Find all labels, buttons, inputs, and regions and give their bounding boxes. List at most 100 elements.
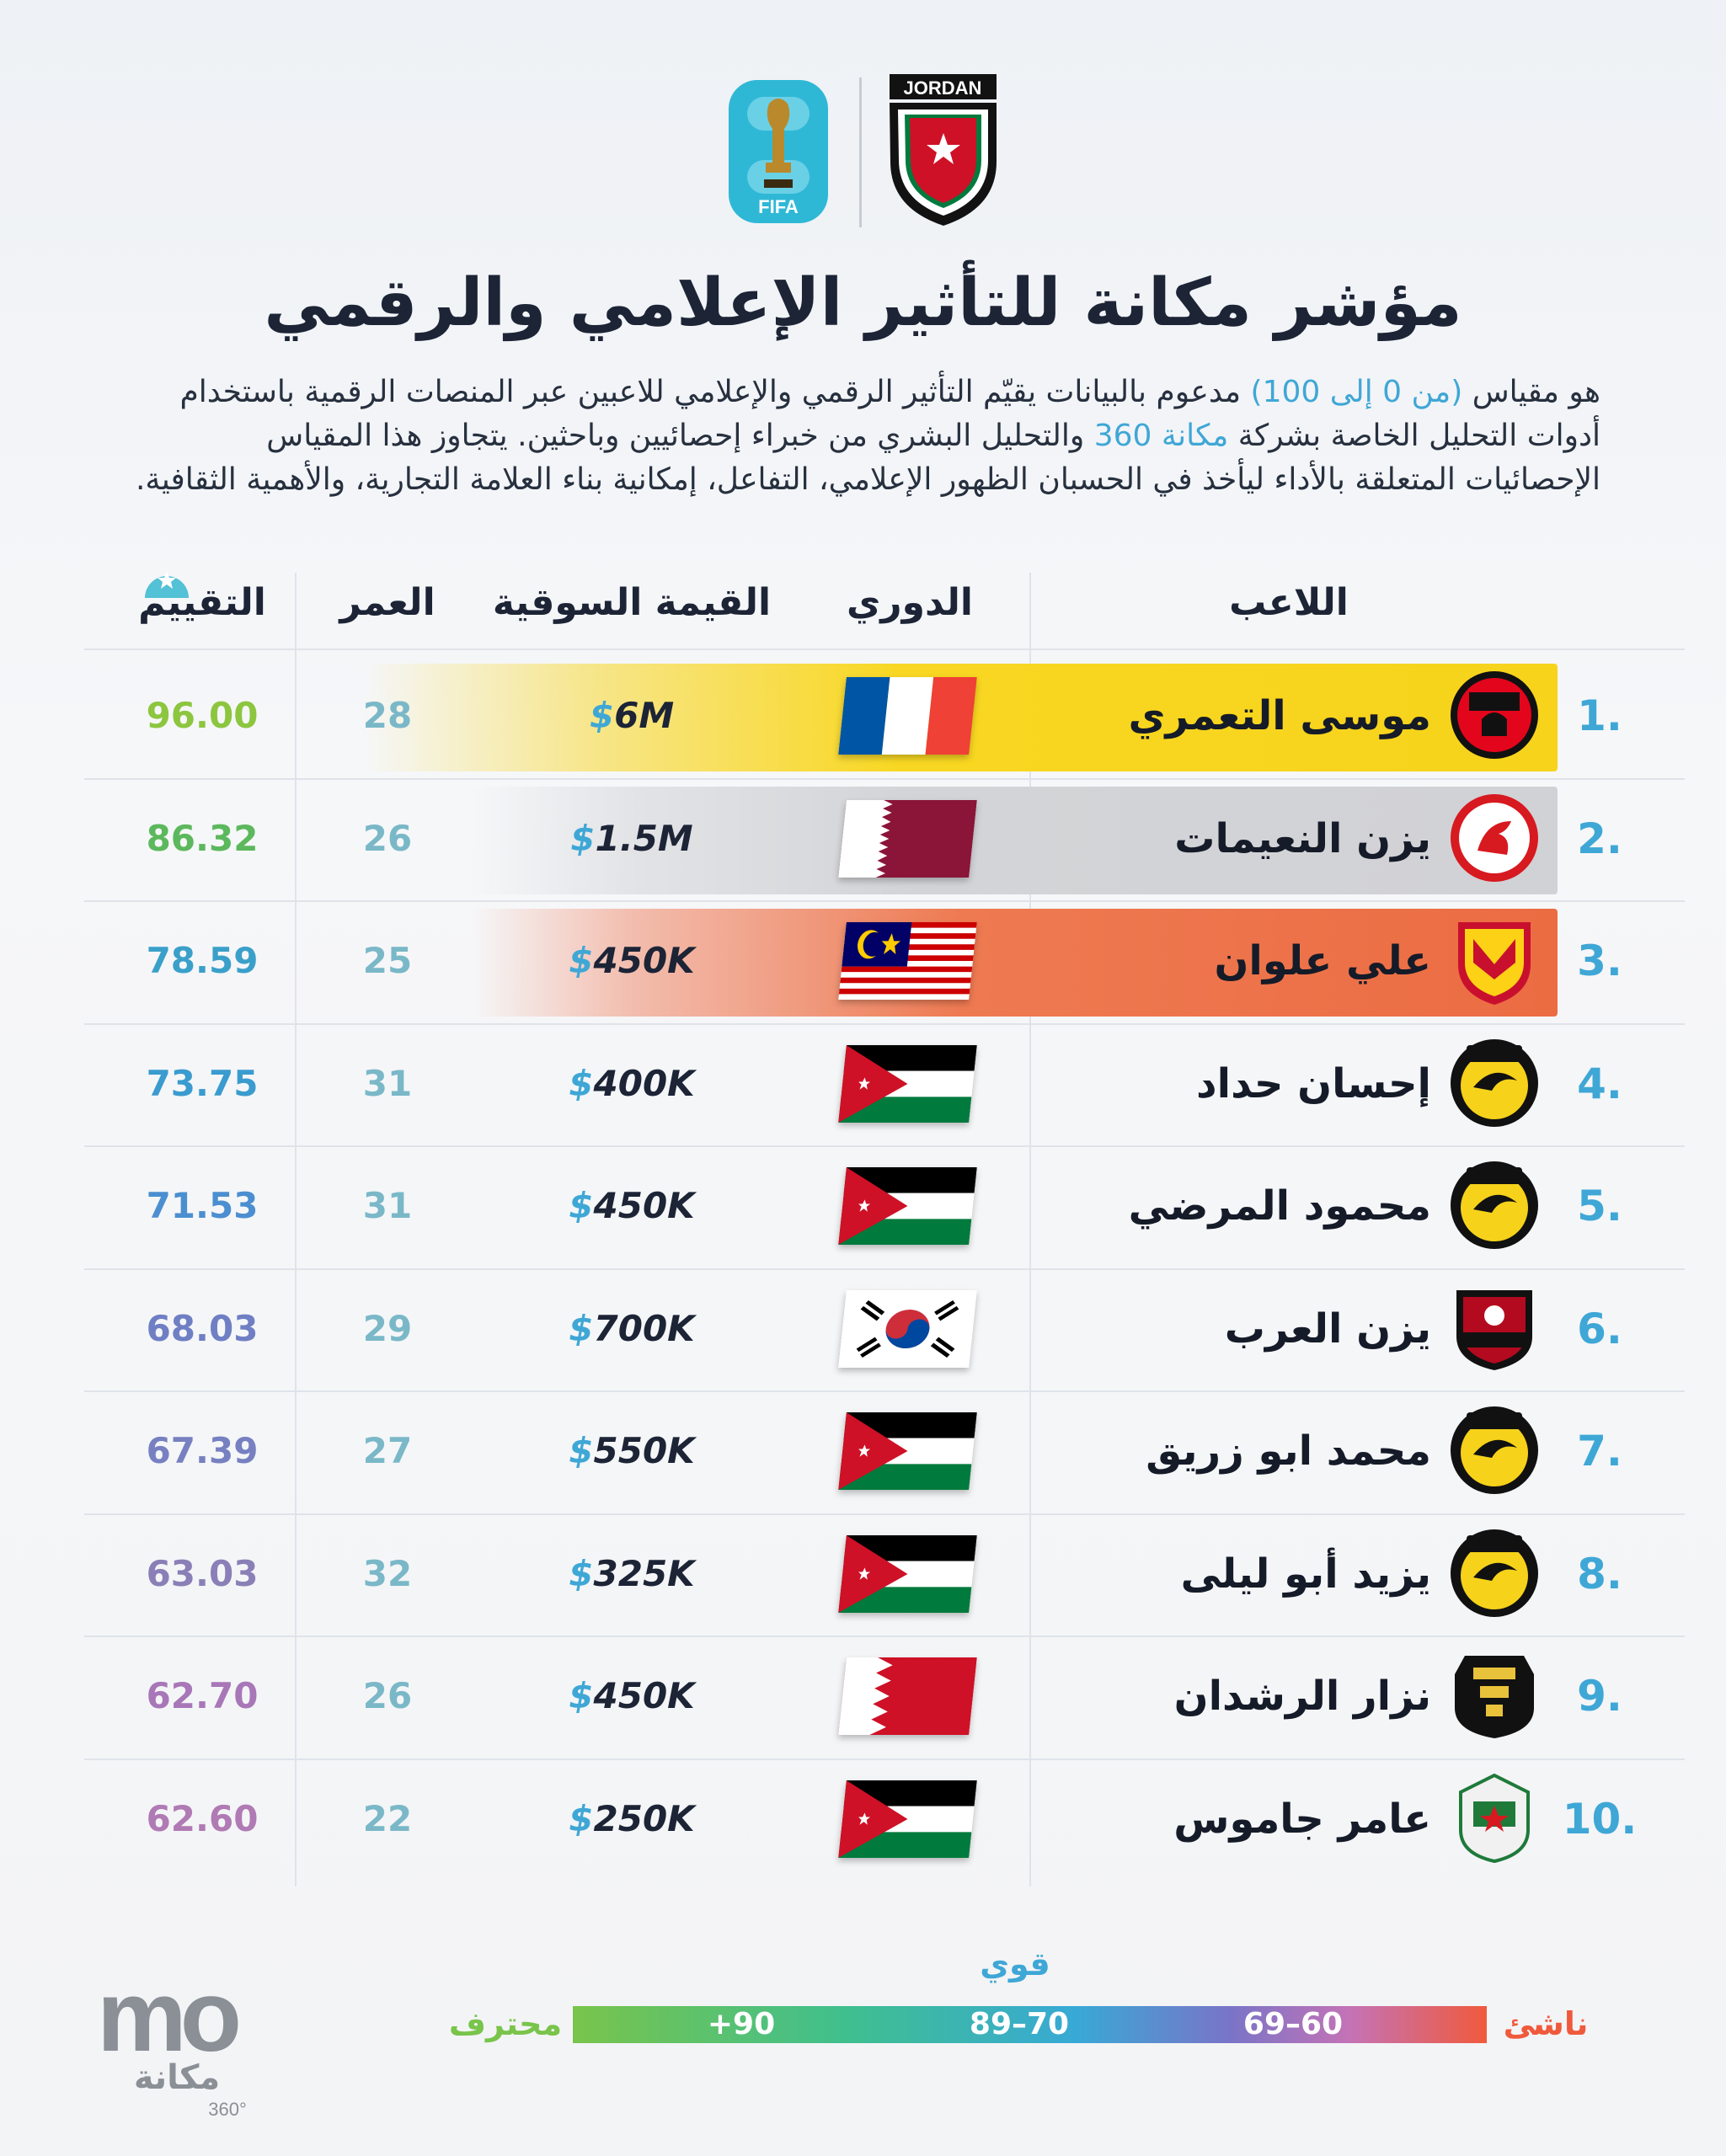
market-value: $6M <box>505 657 758 775</box>
crest-text: JORDAN <box>904 77 982 99</box>
ball-badge-icon <box>145 571 189 598</box>
rank-number: 6. <box>1577 1304 1622 1353</box>
scale-label-strong: قوي <box>980 1945 1050 1983</box>
player-rating: 78.59 <box>146 940 259 981</box>
table-row: 7. محمد ابو زريق $550K 27 67.39 <box>0 1392 1726 1510</box>
table-row: 1. موسى التعمري $6M 28 96.00 <box>0 657 1726 775</box>
grid-divider-league <box>1029 573 1031 1886</box>
club-logo-al-wehdat <box>1448 1772 1541 1865</box>
club-logo-al-hussein <box>1448 1037 1541 1129</box>
page-title: مؤشر مكانة للتأثير الإعلامي والرقمي <box>264 265 1462 341</box>
rank-number: 9. <box>1577 1672 1622 1721</box>
player-name: يزن العرب <box>1224 1305 1431 1353</box>
flag-jordan-icon <box>838 1044 977 1123</box>
dollar-sign: $ <box>569 1062 594 1104</box>
market-value: $550K <box>505 1392 758 1510</box>
player-name: محمود المرضي <box>1128 1182 1431 1230</box>
market-value: $400K <box>505 1025 758 1143</box>
grid-divider-rating <box>295 573 297 1886</box>
fifa-world-cup-2026-logo: FIFA <box>729 80 828 223</box>
player-name: يزيد أبو ليلى <box>1180 1550 1431 1598</box>
club-logo-fc-seoul <box>1448 1282 1541 1374</box>
flag-france-icon <box>838 677 977 755</box>
player-rating: 67.39 <box>146 1430 259 1471</box>
rank-number: 2. <box>1577 814 1622 863</box>
market-value-amount: 1.5M <box>595 817 693 859</box>
scale-segment-60-69: 69–60 <box>1242 2007 1344 2041</box>
market-value-amount: 400K <box>593 1062 695 1104</box>
market-value: $450K <box>505 902 758 1020</box>
player-age: 29 <box>362 1307 413 1349</box>
jordan-national-team-crest: JORDAN <box>890 74 997 226</box>
club-logo-al-khaldiya <box>1448 1649 1541 1742</box>
player-name: محمد ابو زريق <box>1146 1428 1431 1475</box>
flag-jordan-icon <box>838 1412 977 1490</box>
rating-scale-bar <box>573 2006 1487 2043</box>
column-header-rating: التقييم <box>138 581 266 624</box>
table-row: 9. نزار الرشدان $450K 26 62.70 <box>0 1637 1726 1755</box>
club-logo-al-hussein <box>1448 1404 1541 1497</box>
description-text-3: والتحليل البشري من خبراء إحصائيين وباحثي… <box>135 419 1600 497</box>
player-age: 28 <box>362 695 413 736</box>
description-text-1: هو مقياس <box>1462 375 1600 409</box>
player-name: يزن النعيمات <box>1174 814 1431 862</box>
description-range: (من 0 إلى 100) <box>1250 375 1463 409</box>
rank-number: 5. <box>1577 1182 1622 1230</box>
row-highlight-silver <box>472 786 1558 894</box>
grid-line <box>84 1145 1685 1147</box>
flag-malaysia-icon <box>838 922 977 1000</box>
flag-qatar-icon <box>838 799 977 878</box>
flag-jordan-icon <box>838 1780 977 1858</box>
market-value-amount: 325K <box>593 1552 695 1594</box>
table-row: 5. محمود المرضي $450K 31 71.53 <box>0 1147 1726 1265</box>
dollar-sign: $ <box>569 1797 594 1839</box>
scale-label-professional: محترف <box>448 2005 563 2042</box>
rank-number: 4. <box>1577 1059 1622 1108</box>
brand-suffix-text: 360° <box>208 2099 247 2120</box>
market-value: $450K <box>505 1147 758 1265</box>
table-row: 2. يزن النعيمات $1.5M 26 86.32 <box>0 780 1726 898</box>
player-age: 31 <box>362 1062 413 1104</box>
fifa-logo-text: FIFA <box>758 196 799 217</box>
grid-line <box>84 900 1685 902</box>
grid-line <box>84 777 1685 780</box>
player-age: 32 <box>362 1552 413 1594</box>
rank-number: 7. <box>1577 1427 1622 1476</box>
grid-line <box>84 1267 1685 1270</box>
player-rating: 68.03 <box>146 1307 259 1349</box>
player-name: موسى التعمري <box>1128 692 1431 739</box>
makana-360-logo: mo مكانة 360° <box>97 1962 247 2120</box>
scale-label-junior: ناشئ <box>1503 2005 1589 2042</box>
market-value: $325K <box>505 1515 758 1633</box>
market-value-amount: 250K <box>593 1797 695 1839</box>
grid-line <box>84 1513 1685 1515</box>
rank-number: 3. <box>1577 937 1622 985</box>
player-age: 26 <box>362 1675 413 1716</box>
player-age: 25 <box>362 940 413 981</box>
flag-jordan-icon <box>838 1534 977 1613</box>
dollar-sign: $ <box>569 1430 594 1471</box>
market-value-amount: 450K <box>593 1675 695 1716</box>
rank-number: 1. <box>1577 691 1622 740</box>
table-row: 8. يزيد أبو ليلى $325K 32 63.03 <box>0 1515 1726 1633</box>
brand-arabic-text: مكانة <box>134 2058 220 2097</box>
player-rating: 73.75 <box>146 1062 259 1104</box>
player-rating: 71.53 <box>146 1185 259 1226</box>
market-value: $1.5M <box>505 780 758 898</box>
player-rating: 62.70 <box>146 1675 259 1716</box>
player-rating: 86.32 <box>146 817 259 859</box>
grid-line <box>84 1636 1685 1637</box>
flag-jordan-icon <box>838 1167 977 1245</box>
grid-line <box>84 648 1685 650</box>
scale-segment-70-89: 89–70 <box>969 2007 1070 2041</box>
market-value: $250K <box>505 1760 758 1878</box>
dollar-sign: $ <box>569 1675 594 1716</box>
dollar-sign: $ <box>569 1552 594 1594</box>
market-value: $700K <box>505 1270 758 1388</box>
dollar-sign: $ <box>569 1307 594 1349</box>
table-row: 3. علي علوان $450K 25 78.59 <box>0 902 1726 1020</box>
column-header-market-value: القيمة السوقية <box>492 581 772 624</box>
player-age: 26 <box>362 817 413 859</box>
club-logo-al-hussein <box>1448 1159 1541 1251</box>
player-age: 22 <box>362 1797 413 1839</box>
